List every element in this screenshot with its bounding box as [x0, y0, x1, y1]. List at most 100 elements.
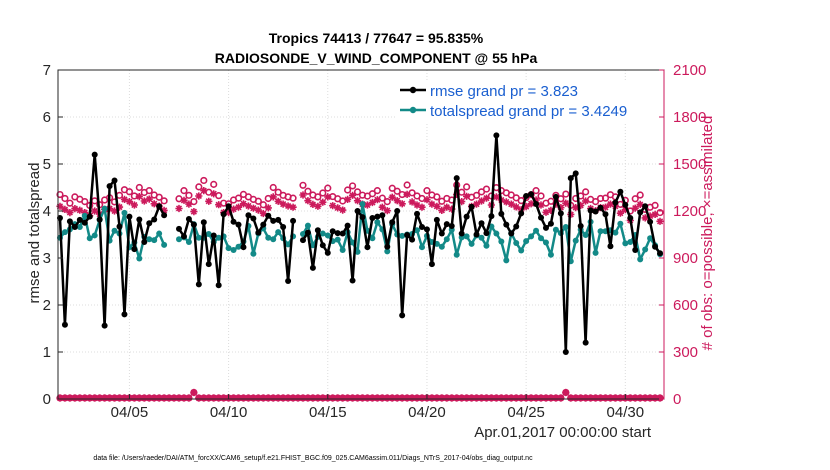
rmse-point — [409, 236, 416, 243]
obs-assimilated-marker — [71, 205, 79, 213]
obs-possible-marker — [304, 187, 312, 195]
totalspread-point — [414, 227, 421, 234]
rmse-point — [468, 203, 475, 210]
obs-assimilated-zero-marker — [175, 394, 183, 402]
obs-possible-marker — [393, 187, 401, 195]
legend-box — [397, 80, 659, 122]
rmse-point — [562, 349, 569, 355]
obs-assimilated-zero-marker — [115, 394, 124, 402]
obs-possible-marker — [383, 198, 391, 206]
x-tick-label: 04/30 — [607, 404, 645, 421]
obs-assimilated-marker — [641, 214, 649, 222]
x-tick-label: 04/25 — [507, 404, 545, 421]
obs-assimilated-zero-marker — [577, 394, 585, 402]
rmse-point — [319, 242, 326, 249]
totalspread-point — [478, 234, 485, 241]
rmse-point — [587, 207, 594, 214]
obs-assimilated-marker — [423, 196, 431, 204]
obs-possible-marker — [482, 185, 491, 193]
obs-assimilated-zero-marker — [220, 394, 228, 402]
obs-assimilated-marker — [646, 212, 654, 220]
totalspread-point — [161, 241, 168, 248]
obs-assimilated-zero-marker — [91, 394, 99, 402]
rmse-line — [58, 153, 166, 327]
obs-assimilated-marker — [537, 201, 545, 209]
rmse-point — [240, 244, 247, 251]
totalspread-point — [513, 239, 520, 246]
totalspread-point — [205, 231, 212, 238]
rmse-point — [66, 218, 73, 225]
obs-possible-marker — [582, 188, 590, 196]
rmse-point — [443, 221, 450, 228]
obs-assimilated-zero-marker — [264, 394, 272, 402]
obs-assimilated-zero-marker — [71, 394, 79, 402]
obs-possible-marker — [210, 180, 218, 188]
legend: rmse grand pr = 3.823 totalspread grand … — [397, 80, 659, 122]
obs-assimilated-zero-marker — [363, 394, 371, 402]
obs-possible-marker — [81, 198, 89, 206]
rmse-point — [533, 200, 540, 207]
right-y-tick-label: 900 — [673, 250, 698, 267]
rmse-point — [309, 264, 316, 271]
obs-assimilated-marker — [448, 205, 456, 213]
obs-assimilated-marker — [269, 193, 277, 201]
obs-assimilated-marker — [319, 198, 327, 206]
obs-assimilated-marker — [383, 207, 391, 215]
obs-assimilated-marker — [314, 202, 322, 210]
obs-possible-marker — [403, 181, 411, 189]
obs-assimilated-zero-marker — [463, 394, 471, 402]
left-y-tick-label: 3 — [43, 250, 51, 267]
obs-assimilated-zero-marker — [244, 394, 252, 402]
obs-assimilated-marker — [438, 206, 446, 214]
totalspread-point — [151, 237, 158, 244]
rmse-point — [369, 215, 376, 222]
totalspread-point — [299, 231, 306, 238]
rmse-point — [414, 210, 421, 217]
totalspread-point — [399, 232, 406, 239]
obs-assimilated-zero-marker — [215, 394, 223, 402]
obs-assimilated-zero-marker — [150, 394, 158, 402]
obs-possible-marker — [269, 183, 277, 192]
rmse-point — [602, 211, 609, 218]
x-tick-label: 04/15 — [309, 404, 347, 421]
obs-assimilated-zero-marker — [433, 394, 441, 402]
obs-assimilated-zero-marker — [532, 394, 540, 402]
rmse-point — [399, 312, 406, 319]
obs-possible-marker — [423, 187, 431, 195]
obs-assimilated-marker — [61, 205, 69, 213]
left-y-tick-label: 2 — [43, 297, 51, 314]
obs-assimilated-zero-marker — [552, 394, 560, 402]
totalspread-point — [285, 241, 292, 248]
obs-assimilated-zero-marker — [314, 394, 322, 402]
obs-assimilated-zero-marker — [557, 394, 565, 402]
rmse-point — [329, 228, 336, 235]
obs-assimilated-marker — [244, 202, 252, 210]
x-tick-label: 04/20 — [408, 404, 446, 421]
rmse-point — [394, 208, 401, 214]
obs-possible-marker — [299, 181, 307, 189]
obs-possible-marker — [591, 198, 600, 206]
left-y-tick-label: 7 — [43, 62, 51, 79]
left-y-tick-label: 5 — [43, 156, 51, 173]
obs-assimilated-zero-marker — [477, 394, 486, 402]
obs-assimilated-zero-marker — [383, 394, 391, 402]
obs-assimilated-marker — [378, 203, 386, 211]
rmse-point — [180, 233, 187, 240]
obs-assimilated-zero-marker — [110, 394, 119, 402]
obs-assimilated-marker — [180, 196, 188, 204]
rmse-point — [364, 244, 371, 251]
rmse-point — [275, 216, 282, 223]
rmse-point — [141, 239, 148, 246]
obs-possible-marker — [254, 197, 262, 205]
obs-assimilated-marker — [562, 199, 570, 207]
obs-assimilated-marker — [542, 208, 550, 216]
totalspread-point — [334, 236, 341, 243]
obs-assimilated-zero-marker — [200, 394, 208, 402]
totalspread-point — [542, 239, 549, 246]
obs-assimilated-zero-marker — [636, 394, 644, 402]
rmse-point — [528, 191, 535, 198]
totalspread-point — [319, 230, 326, 237]
rmse-point — [473, 231, 480, 238]
obs-assimilated-zero-marker — [631, 394, 639, 402]
obs-assimilated-marker — [135, 193, 143, 201]
